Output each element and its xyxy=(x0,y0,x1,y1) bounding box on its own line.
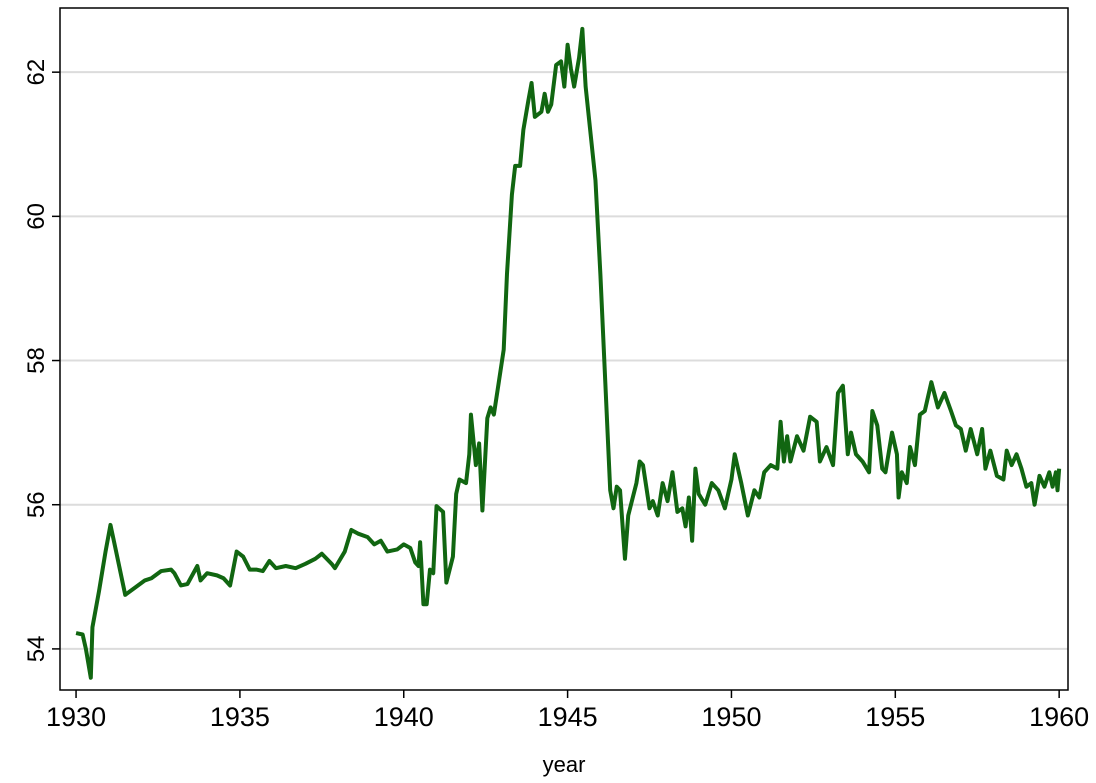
plot-frame xyxy=(59,7,1069,691)
x-tick-label: 1960 xyxy=(1029,702,1089,732)
x-tick-label: 1940 xyxy=(374,702,434,732)
x-tick-label: 1945 xyxy=(538,702,598,732)
x-tick-label: 1930 xyxy=(46,702,106,732)
x-tick-label: 1935 xyxy=(210,702,270,732)
x-tick-label: 1950 xyxy=(701,702,761,732)
data-line xyxy=(75,26,1062,680)
y-tick-label: 56 xyxy=(23,491,50,518)
y-tick-label: 62 xyxy=(23,59,50,86)
y-tick-label: 58 xyxy=(23,347,50,374)
x-axis-label: year xyxy=(543,752,586,777)
x-tick-label: 1955 xyxy=(865,702,925,732)
y-tick-label: 54 xyxy=(23,636,50,663)
y-tick-label: 60 xyxy=(23,203,50,230)
